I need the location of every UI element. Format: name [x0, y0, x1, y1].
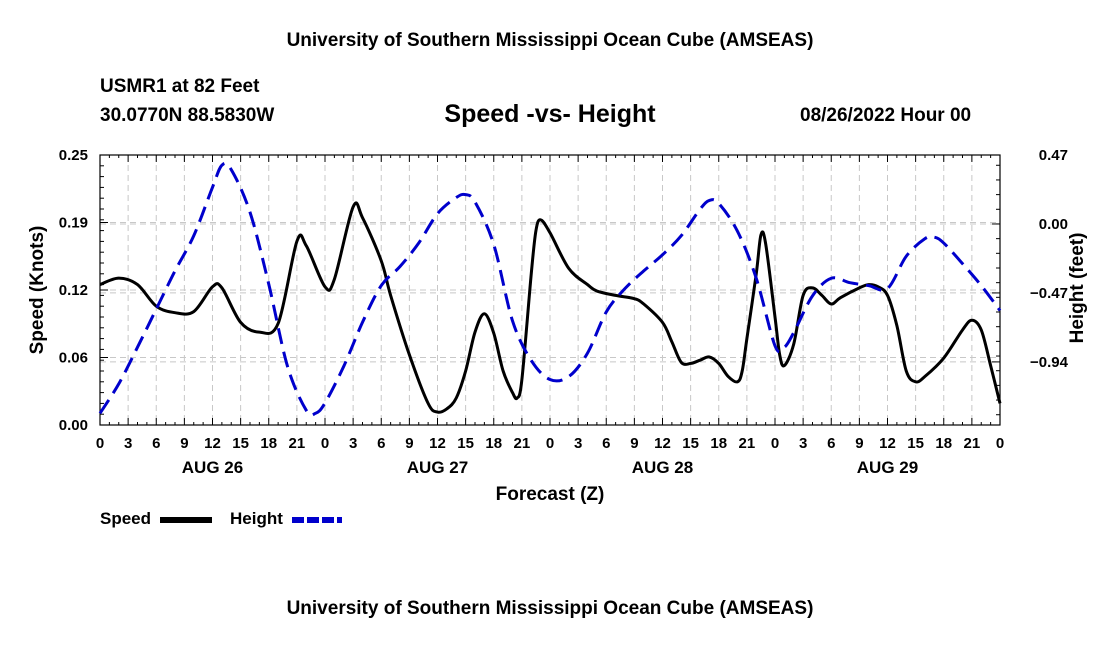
- x-tick-label: 21: [289, 435, 306, 452]
- y2-axis-title: Height (feet): [1067, 233, 1088, 344]
- x-tick-label: 6: [377, 435, 385, 452]
- axis-ticks: [99, 154, 1001, 426]
- x-tick-label: 12: [879, 435, 896, 452]
- x-tick-label: 21: [964, 435, 981, 452]
- x-tick-label: 18: [935, 435, 952, 452]
- y-tick-label: 0.25: [59, 147, 88, 164]
- y2-tick-label: −0.47: [1030, 285, 1068, 302]
- x-tick-label: 18: [485, 435, 502, 452]
- chart-subtitle: Speed -vs- Height: [444, 100, 656, 128]
- x-tick-label: 3: [124, 435, 132, 452]
- x-tick-label: 0: [546, 435, 554, 452]
- x-tick-label: 18: [260, 435, 277, 452]
- y-tick-label: 0.12: [59, 282, 88, 299]
- x-tick-label: 12: [654, 435, 671, 452]
- x-tick-label: 18: [710, 435, 727, 452]
- series: [98, 161, 1002, 417]
- x-tick-label: 3: [799, 435, 807, 452]
- x-day-label: AUG 26: [182, 458, 243, 477]
- x-tick-label: 6: [152, 435, 160, 452]
- legend-height-label: Height: [230, 509, 283, 528]
- x-day-label: AUG 27: [407, 458, 468, 477]
- y-tick-label: 0.06: [59, 350, 88, 367]
- x-tick-label: 15: [457, 435, 474, 452]
- axis-labels: 0 3 6 9 12 15 18 21 0 3 6 9 12 15 18 21 0 3 6 9 12 15 18 21 0 3 6 9…: [27, 147, 1088, 505]
- forecast-datetime: 08/26/2022 Hour 00: [800, 105, 972, 126]
- x-tick-label: 21: [514, 435, 531, 452]
- footer-title: University of Southern Mississippi Ocean…: [286, 598, 814, 619]
- x-tick-label: 6: [827, 435, 835, 452]
- x-tick-label: 3: [349, 435, 357, 452]
- x-day-label: AUG 28: [632, 458, 693, 477]
- grid: [100, 155, 1000, 425]
- x-day-label: AUG 29: [857, 458, 918, 477]
- x-tick-label: 21: [739, 435, 756, 452]
- chart-main-title: University of Southern Mississippi Ocean…: [286, 30, 814, 51]
- x-tick-label: 0: [996, 435, 1004, 452]
- x-tick-label: 9: [180, 435, 188, 452]
- x-tick-label: 9: [855, 435, 863, 452]
- x-tick-label: 15: [232, 435, 249, 452]
- x-tick-label: 12: [204, 435, 221, 452]
- x-tick-label: 15: [682, 435, 699, 452]
- x-tick-label: 0: [96, 435, 104, 452]
- x-tick-label: 6: [602, 435, 610, 452]
- height-series-line: [98, 161, 1002, 417]
- y2-tick-label: 0.00: [1039, 216, 1068, 233]
- x-axis-title: Forecast (Z): [496, 484, 605, 505]
- y-axis-title: Speed (Knots): [27, 226, 48, 355]
- y2-tick-label: 0.47: [1039, 147, 1068, 164]
- x-tick-label: 9: [405, 435, 413, 452]
- x-tick-label: 3: [574, 435, 582, 452]
- x-tick-label: 12: [429, 435, 446, 452]
- x-tick-label: 15: [907, 435, 924, 452]
- station-label: USMR1 at 82 Feet: [100, 76, 260, 97]
- speed-series-line: [99, 201, 1002, 414]
- x-tick-label: 9: [630, 435, 638, 452]
- y2-tick-label: −0.94: [1030, 354, 1069, 371]
- x-tick-label: 0: [321, 435, 329, 452]
- y-tick-label: 0.19: [59, 215, 88, 232]
- y-tick-label: 0.00: [59, 417, 88, 434]
- legend-speed-label: Speed: [100, 509, 152, 528]
- x-tick-label: 0: [771, 435, 779, 452]
- coordinates-label: 30.0770N 88.5830W: [100, 105, 275, 126]
